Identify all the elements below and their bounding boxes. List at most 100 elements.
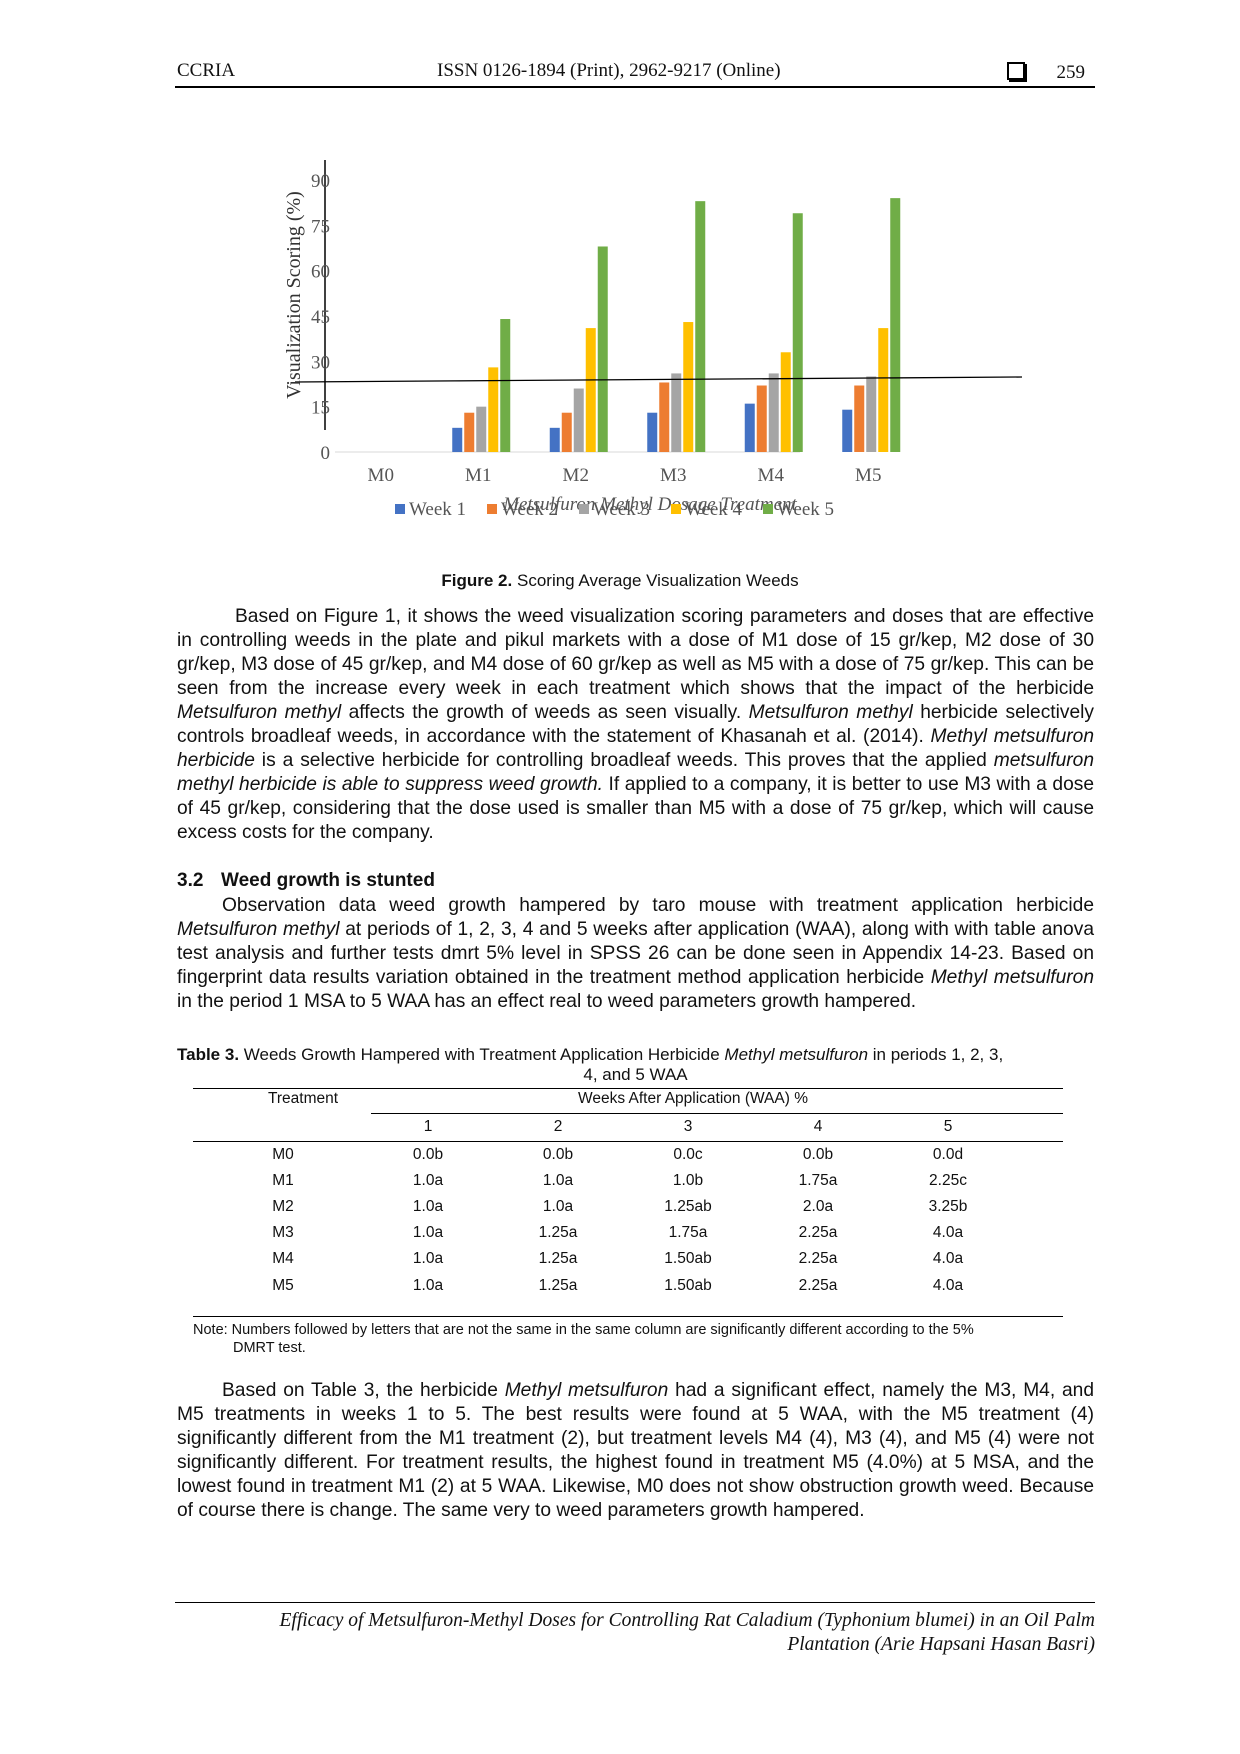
bar-M5-week-4 — [878, 328, 889, 452]
text-run: is a selective herbicide for controlling… — [254, 750, 994, 771]
bar-M1-week-4 — [488, 367, 499, 452]
y-tick-label: 45 — [311, 307, 330, 328]
text-run: had a significant effect, namely the M3,… — [177, 1380, 1094, 1521]
table-cell: 4.0a — [932, 1277, 964, 1294]
y-tick-label: 30 — [311, 352, 330, 373]
table-cell: 1.0a — [542, 1198, 574, 1215]
italic-run: Metsulfuron methyl — [177, 702, 342, 723]
text-run: 4, and 5 WAA — [583, 1065, 688, 1084]
bar-M2-week-2 — [561, 412, 572, 452]
bar-M5-week-3 — [866, 376, 877, 452]
x-tick-label: M4 — [758, 465, 785, 486]
text-run: Observation data weed growth hampered by… — [222, 895, 1094, 916]
week-header: 5 — [943, 1118, 953, 1135]
table-row-treatment: M2 — [272, 1198, 294, 1215]
table-cell: 1.25a — [538, 1250, 578, 1267]
bar-M1-week-1 — [452, 427, 463, 452]
table-row-treatment: M5 — [272, 1277, 294, 1294]
table-cell: 1.75a — [668, 1224, 708, 1241]
week-header: 2 — [553, 1118, 563, 1135]
text-run: Based on Figure 1, it shows the weed vis… — [177, 606, 1094, 699]
x-tick-label: M0 — [368, 465, 394, 486]
text-run: If applied to a company, it is better to… — [177, 774, 1094, 843]
bar-M3-week-1 — [647, 412, 658, 452]
table-cell: 1.0a — [412, 1277, 444, 1294]
paragraph-1: Based on Figure 1, it shows the weed vis… — [177, 605, 1094, 845]
x-tick-label: M2 — [563, 465, 589, 486]
table-cell: 0.0b — [412, 1146, 444, 1163]
table-rule-header — [193, 1141, 1063, 1142]
bar-M1-week-5 — [500, 319, 511, 452]
legend-label: Week 1 — [409, 499, 466, 520]
note-line-2: DMRT test. — [233, 1340, 306, 1356]
table-row-treatment: M3 — [272, 1224, 294, 1241]
table-cell: 1.0b — [672, 1172, 704, 1189]
text-run: herbicide selectively controls broadleaf… — [177, 702, 1094, 747]
figure-label: Figure 2. — [441, 571, 513, 590]
table-cell: 1.0a — [412, 1250, 444, 1267]
table-cell: 1.50ab — [664, 1250, 712, 1267]
section-title: Weed growth is stunted — [221, 870, 435, 891]
figure-caption: Figure 2. Scoring Average Visualization … — [0, 571, 1240, 591]
note-line-1: Note: Numbers followed by letters that a… — [193, 1322, 974, 1338]
table-cell: 1.0a — [412, 1198, 444, 1215]
week-header: 3 — [683, 1118, 693, 1135]
bar-M4-week-3 — [768, 373, 779, 452]
table-rule-bottom — [193, 1316, 1063, 1317]
table-rule-group — [371, 1113, 1063, 1114]
y-tick-label: 0 — [321, 443, 331, 464]
table-cell: 0.0d — [932, 1146, 964, 1163]
italic-run: Metsulfuron methyl — [177, 919, 340, 940]
bar-M5-week-5 — [890, 198, 901, 452]
table-cell: 0.0c — [673, 1146, 703, 1163]
italic-run: Methyl metsulfuron — [504, 1380, 669, 1401]
bar-M4-week-4 — [780, 352, 791, 452]
table-cell: 1.75a — [798, 1172, 838, 1189]
week-header: 1 — [423, 1118, 433, 1135]
bar-M5-week-2 — [854, 385, 865, 452]
table-row-treatment: M1 — [272, 1172, 294, 1189]
table-cell: 1.0a — [542, 1172, 574, 1189]
table-cell: 4.0a — [932, 1224, 964, 1241]
table-cell: 1.0a — [412, 1224, 444, 1241]
footer-line-2: Plantation (Arie Hapsani Hasan Basri) — [787, 1634, 1095, 1655]
bar-M2-week-1 — [549, 427, 560, 452]
header-waa: Weeks After Application (WAA) % — [577, 1090, 808, 1107]
legend-label: Week 5 — [777, 499, 834, 520]
table-note: Note: Numbers followed by letters that a… — [193, 1321, 1093, 1357]
bar-M4-week-1 — [744, 403, 755, 452]
table-cell: 3.25b — [928, 1198, 968, 1215]
y-tick-label: 90 — [311, 171, 330, 192]
legend-swatch — [671, 504, 681, 514]
x-tick-label: M1 — [465, 465, 491, 486]
table-cell: 2.25a — [798, 1224, 838, 1241]
text-run: Weeds Growth Hampered with Treatment App… — [239, 1045, 725, 1064]
paragraph-2: Observation data weed growth hampered by… — [177, 894, 1094, 1014]
table-cell: 1.0a — [412, 1172, 444, 1189]
text-run: Based on Table 3, the herbicide — [222, 1380, 505, 1401]
bar-M4-week-2 — [756, 385, 767, 452]
italic-run: Methyl metsulfuron herbicide — [177, 726, 1094, 771]
bar-M1-week-2 — [464, 412, 475, 452]
legend-label: Week 3 — [593, 499, 650, 520]
horizontal-rule-line — [294, 376, 1023, 383]
figure-caption-text: Scoring Average Visualization Weeds — [516, 571, 799, 590]
issn: ISSN 0126-1894 (Print), 2962-9217 (Onlin… — [437, 60, 781, 81]
paragraph-3: Based on Table 3, the herbicide Methyl m… — [177, 1379, 1094, 1523]
text-run: in periods 1, 2, 3, — [868, 1045, 1004, 1064]
table-label: Table 3. — [177, 1045, 240, 1064]
bar-M2-week-4 — [585, 328, 596, 452]
bar-M3-week-5 — [695, 201, 706, 452]
page-header: CCRIA ISSN 0126-1894 (Print), 2962-9217 … — [175, 60, 1095, 88]
table-row-treatment: M4 — [272, 1250, 294, 1267]
bar-M3-week-3 — [671, 373, 682, 452]
table-cell: 2.25c — [929, 1172, 967, 1189]
legend-swatch — [395, 504, 405, 514]
legend-label: Week 2 — [501, 499, 558, 520]
table-caption: Table 3. Weeds Growth Hampered with Trea… — [177, 1045, 1094, 1085]
text-run: affects the growth of weeds as seen visu… — [341, 702, 749, 723]
table-cell: 1.25a — [538, 1277, 578, 1294]
legend-label: Week 4 — [685, 499, 743, 520]
italic-run: Methyl metsulfuron — [724, 1045, 869, 1064]
text-run: at periods of 1, 2, 3, 4 and 5 weeks aft… — [177, 919, 1094, 988]
